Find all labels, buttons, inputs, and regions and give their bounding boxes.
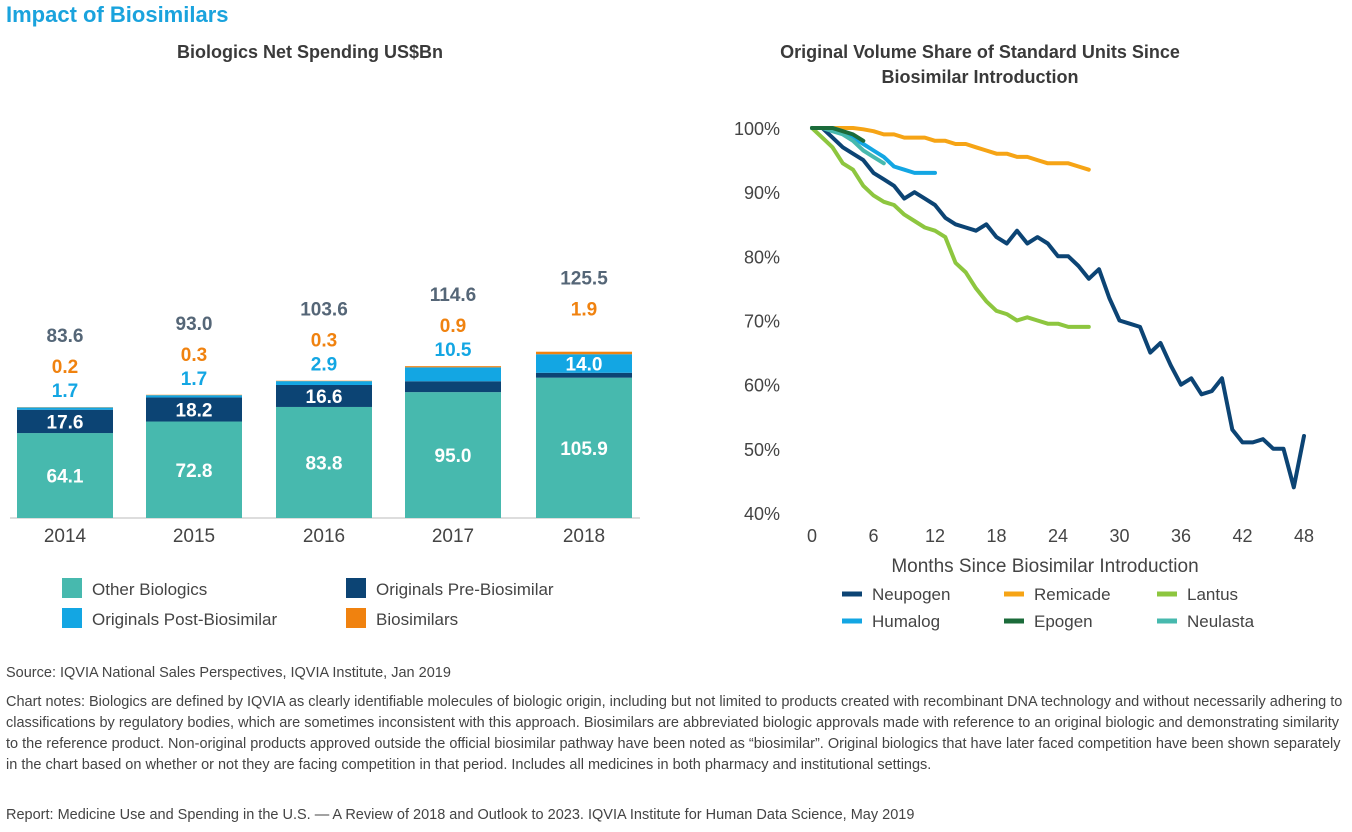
x-tick-label: 30 [1109, 526, 1129, 546]
bar-segment [276, 406, 372, 518]
bar-data-label: 18.2 [176, 400, 213, 421]
bar-data-label: 1.9 [571, 300, 597, 321]
bar-chart: 64.1 17.6 1.7 0.2 83.6 2014 72.8 18.2 1.7 0.3 93.0… [10, 269, 640, 629]
x-tick-label: 48 [1294, 526, 1314, 546]
bar-total-label: 103.6 [300, 300, 348, 321]
bar-data-label: 72.8 [176, 461, 213, 482]
bar-data-label: 16.6 [306, 387, 343, 408]
y-tick-label: 70% [744, 312, 780, 332]
legend-label: Originals Post-Biosimilar [92, 610, 277, 629]
source-note: Source: IQVIA National Sales Perspective… [6, 665, 451, 681]
bar-segment [146, 395, 242, 398]
bar-chart-title: Biologics Net Spending US$Bn [176, 42, 444, 62]
legend-swatch [346, 608, 366, 628]
legend-label: Remicade [1034, 585, 1111, 604]
legend-swatch [62, 578, 82, 598]
series-line-remicade [810, 126, 1091, 172]
line-chart: 100% 90% 80% 70% 60% 50% 40% 0 6 12 18 24 30 36 42 48 Mo… [734, 119, 1314, 631]
bar-segment [276, 381, 372, 385]
bar-data-label: 10.5 [435, 340, 472, 361]
bar-segment [536, 372, 632, 378]
bar-segment [536, 351, 632, 355]
legend-label: Originals Pre-Biosimilar [376, 580, 554, 599]
series-line-epogen [810, 126, 866, 143]
report-note: Report: Medicine Use and Spending in the… [6, 807, 915, 823]
bar-segment [536, 377, 632, 518]
bar-total-label: 125.5 [560, 269, 608, 290]
legend-label: Other Biologics [92, 580, 207, 599]
x-tick-label: 18 [986, 526, 1006, 546]
legend-label: Lantus [1187, 585, 1238, 604]
bar-data-label: 0.9 [440, 316, 466, 337]
bar-segment [17, 407, 113, 410]
x-tick-label: 42 [1232, 526, 1252, 546]
bar-data-label: 14.0 [566, 355, 603, 376]
bar-total-label: 83.6 [47, 326, 84, 347]
x-tick-label: 2018 [563, 526, 605, 547]
legend-label: Neupogen [872, 585, 950, 604]
bar-segment [17, 409, 113, 434]
bar-data-label: 1.7 [181, 369, 207, 390]
chart-notes: Chart notes: Biologics are defined by IQ… [6, 694, 1343, 773]
y-tick-label: 100% [734, 119, 780, 139]
bar-segment [146, 397, 242, 422]
bar-total-label: 93.0 [176, 314, 213, 335]
x-tick-label: 2015 [173, 526, 215, 547]
legend-swatch [346, 578, 366, 598]
y-tick-label: 50% [744, 440, 780, 460]
bar-data-label: 2.9 [311, 355, 337, 376]
bar-segment [405, 381, 501, 393]
bar-data-label: 17.6 [47, 412, 84, 433]
legend-label: Neulasta [1187, 612, 1255, 631]
x-tick-label: 36 [1171, 526, 1191, 546]
y-tick-label: 40% [744, 504, 780, 524]
bar-segment [405, 367, 501, 382]
y-tick-label: 80% [744, 247, 780, 267]
y-tick-label: 60% [744, 376, 780, 396]
series-line-neupogen [810, 126, 1306, 490]
y-tick-label: 90% [744, 183, 780, 203]
x-tick-label: 0 [807, 526, 817, 546]
x-tick-label: 12 [925, 526, 945, 546]
bar-data-label: 95.0 [435, 446, 472, 467]
page-title: Impact of Biosimilars [6, 2, 229, 27]
bar-data-label: 1.7 [52, 381, 78, 402]
bar-segment [405, 366, 501, 368]
bar-data-label: 0.2 [52, 357, 78, 378]
bar-segment [146, 421, 242, 518]
bar-data-label: 0.3 [181, 345, 207, 366]
legend-label: Humalog [872, 612, 940, 631]
x-tick-label: 6 [868, 526, 878, 546]
x-tick-label: 2016 [303, 526, 345, 547]
x-tick-label: 24 [1048, 526, 1068, 546]
line-chart-title: Original Volume Share of Standard Units … [780, 42, 1180, 87]
bar-data-label: 83.8 [306, 453, 343, 474]
bar-segment [405, 392, 501, 518]
x-tick-label: 2014 [44, 526, 87, 547]
bar-segment [17, 433, 113, 518]
series-line-lantus [810, 126, 1091, 329]
legend-label: Epogen [1034, 612, 1093, 631]
bar-segment [536, 354, 632, 373]
bar-total-label: 114.6 [430, 285, 477, 306]
bar-data-label: 105.9 [560, 439, 608, 460]
legend-swatch [62, 608, 82, 628]
legend-label: Biosimilars [376, 610, 458, 629]
x-tick-label: 2017 [432, 526, 474, 547]
bar-data-label: 0.3 [311, 331, 337, 352]
bar-segment [276, 384, 372, 407]
bar-data-label: 64.1 [47, 467, 84, 488]
x-axis-label: Months Since Biosimilar Introduction [891, 556, 1198, 577]
